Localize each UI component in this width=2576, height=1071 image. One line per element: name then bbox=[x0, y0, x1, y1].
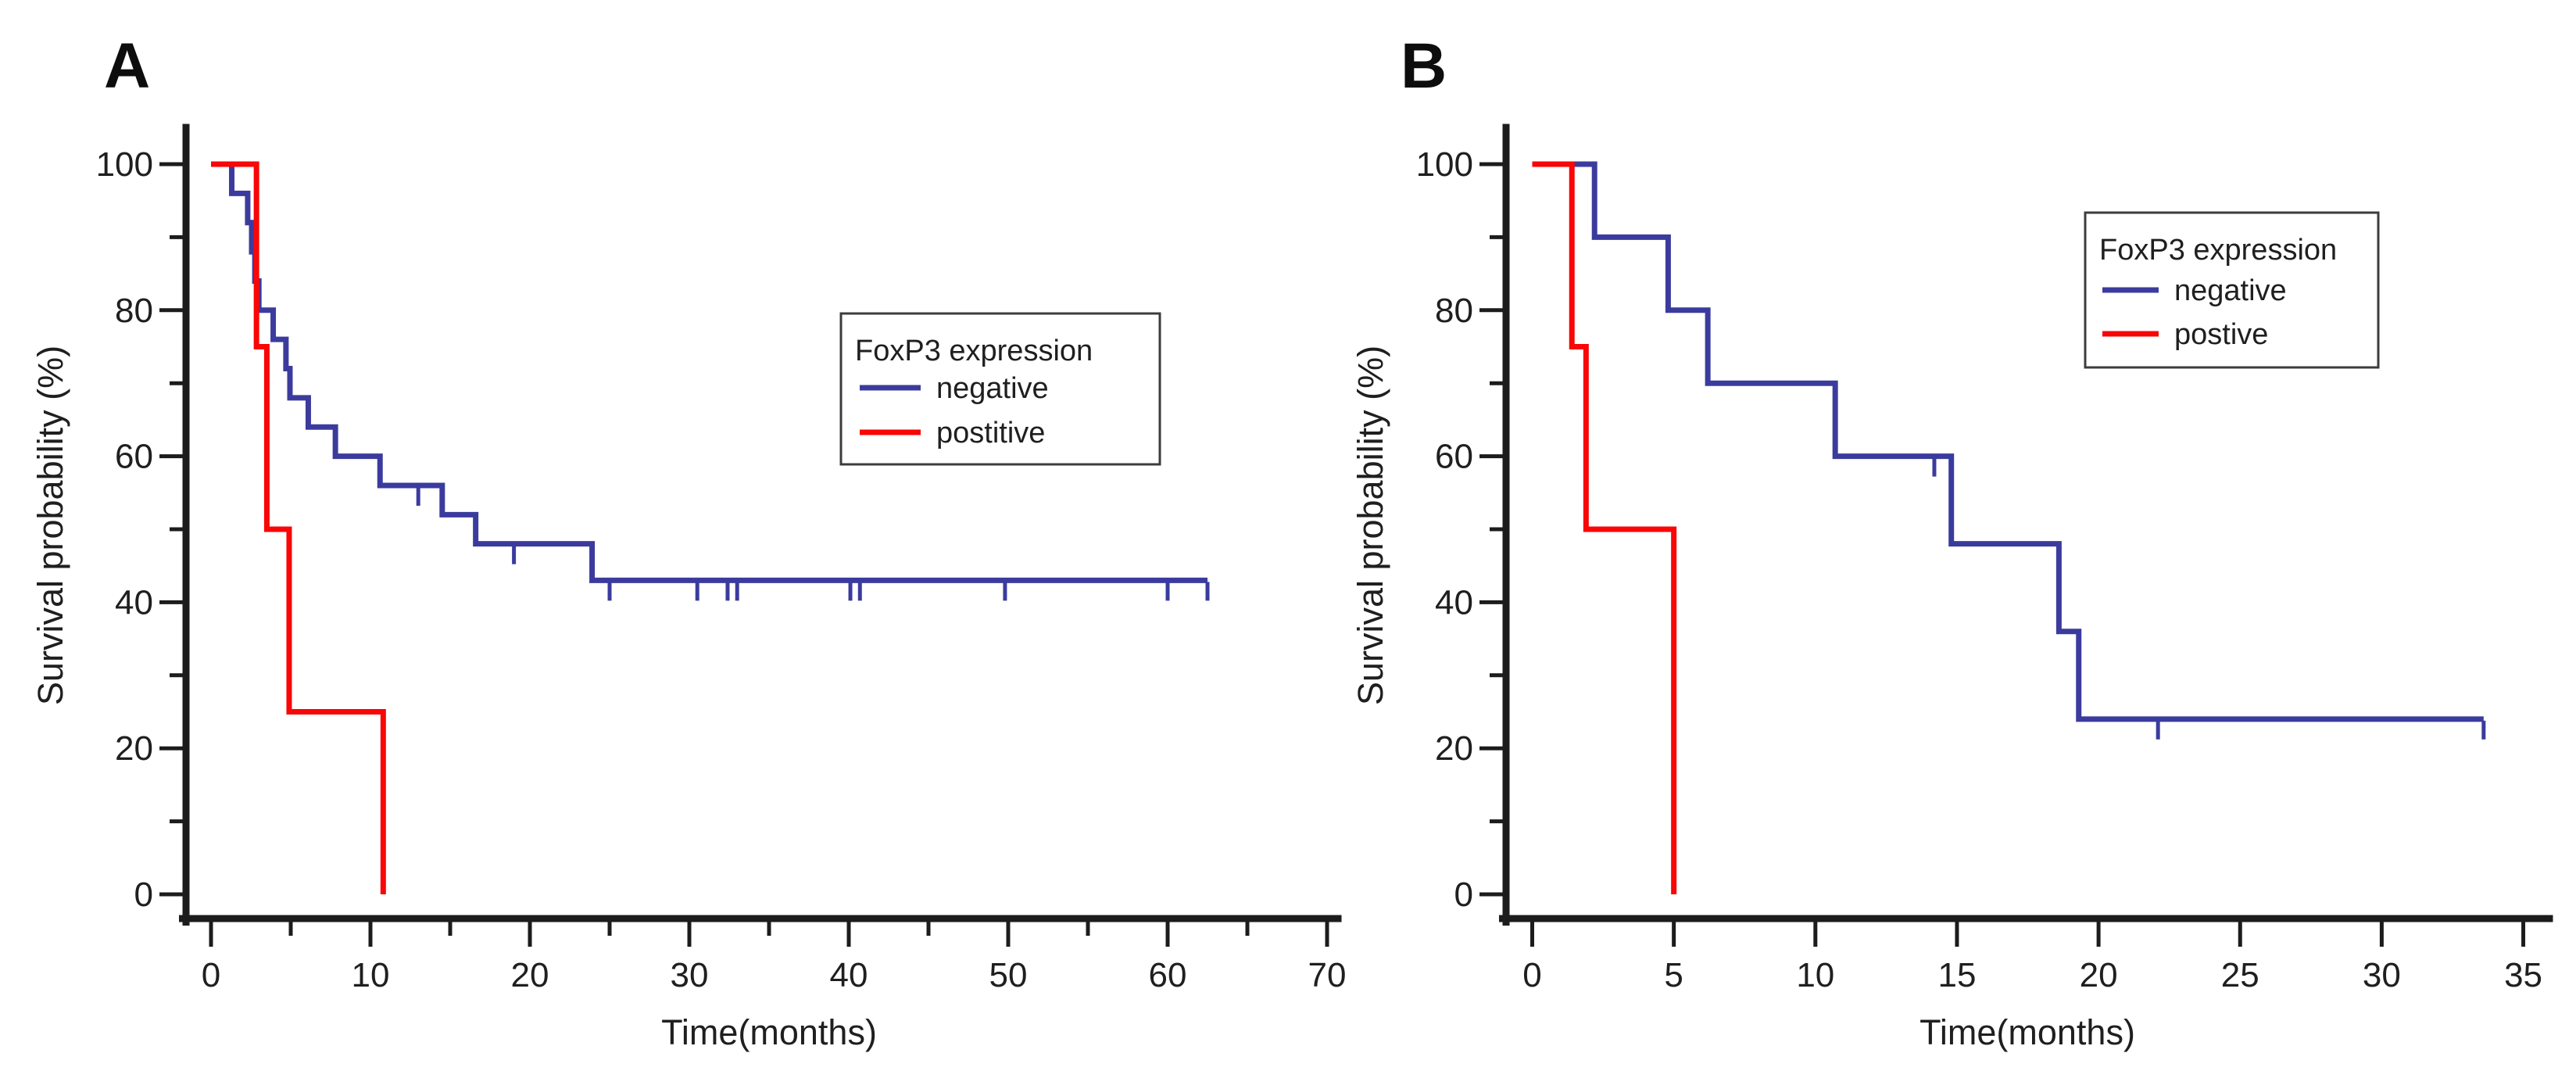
panel-a-label: A bbox=[104, 30, 150, 102]
x-tick-label: 35 bbox=[2504, 956, 2542, 994]
km-curve-postitive bbox=[211, 161, 386, 894]
y-tick-label: 20 bbox=[115, 729, 153, 768]
x-tick-label: 20 bbox=[511, 956, 549, 994]
panel-a-legend-positive-label: postitive bbox=[936, 417, 1045, 450]
x-tick-label: 0 bbox=[1522, 956, 1541, 994]
y-tick-label: 100 bbox=[1416, 145, 1473, 184]
y-tick-label: 80 bbox=[1435, 292, 1473, 330]
km-curve-negative bbox=[211, 161, 1208, 583]
x-tick-label: 10 bbox=[352, 956, 390, 994]
y-tick-label: 40 bbox=[115, 583, 153, 621]
x-tick-label: 70 bbox=[1308, 956, 1347, 994]
x-tick-label: 20 bbox=[2080, 956, 2118, 994]
panel-b-legend-positive-label: postive bbox=[2174, 318, 2268, 351]
x-tick-label: 5 bbox=[1664, 956, 1683, 994]
x-tick-label: 25 bbox=[2221, 956, 2259, 994]
x-tick-label: 60 bbox=[1149, 956, 1187, 994]
x-tick-label: 30 bbox=[671, 956, 709, 994]
panel-b-tick-labels: 0 20 40 60 80 100 0 5 10 15 20 25 30 35 bbox=[1416, 145, 2542, 994]
panel-a-curves bbox=[211, 161, 1210, 894]
panel-a-legend-title: FoxP3 expression bbox=[855, 335, 1093, 367]
y-tick-label: 60 bbox=[115, 438, 153, 476]
x-tick-label: 50 bbox=[989, 956, 1028, 994]
x-tick-label: 40 bbox=[830, 956, 868, 994]
panel-b-axes bbox=[1499, 124, 2553, 926]
km-curve-negative bbox=[1532, 161, 2484, 722]
y-tick-label: 40 bbox=[1435, 583, 1473, 621]
panel-b-legend-title: FoxP3 expression bbox=[2099, 234, 2337, 267]
y-tick-label: 20 bbox=[1435, 729, 1473, 768]
y-tick-label: 0 bbox=[1454, 876, 1473, 914]
y-tick-label: 100 bbox=[96, 145, 153, 184]
panel-a-x-axis-title: Time(months) bbox=[661, 1012, 877, 1052]
figure-panel-a: A 0 20 40 60 80 100 0 10 20 30 40 50 60 70 Time(month… bbox=[30, 30, 1346, 1052]
panel-b-x-axis-title: Time(months) bbox=[1919, 1012, 2135, 1052]
x-tick-label: 15 bbox=[1937, 956, 1976, 994]
x-tick-label: 0 bbox=[202, 956, 220, 994]
panel-a-legend-negative-label: negative bbox=[936, 372, 1049, 405]
x-tick-label: 30 bbox=[2363, 956, 2401, 994]
panel-b-legend: FoxP3 expression negative postive bbox=[2084, 211, 2380, 369]
y-tick-label: 60 bbox=[1435, 438, 1473, 476]
panel-a-axes bbox=[179, 124, 1342, 926]
panel-a-legend: FoxP3 expression negative postitive bbox=[839, 312, 1161, 466]
panel-a-ticks bbox=[159, 162, 1329, 947]
panel-b-legend-negative-label: negative bbox=[2174, 274, 2287, 307]
panel-b-curves bbox=[1532, 161, 2486, 894]
panel-a-tick-labels: 0 20 40 60 80 100 0 10 20 30 40 50 60 70 bbox=[96, 145, 1347, 994]
panel-b-label: B bbox=[1401, 30, 1447, 102]
y-tick-label: 0 bbox=[134, 876, 153, 914]
x-tick-label: 10 bbox=[1796, 956, 1834, 994]
km-curve-postive bbox=[1532, 161, 1677, 894]
y-tick-label: 80 bbox=[115, 292, 153, 330]
panel-a-y-axis-title: Survival probability (%) bbox=[30, 346, 70, 705]
panel-b-ticks bbox=[1479, 162, 2526, 947]
figure-panel-b: B 0 20 40 60 80 100 0 5 10 15 20 25 30 35 Time(months… bbox=[1351, 30, 2553, 1052]
panel-b-y-axis-title: Survival probability (%) bbox=[1351, 346, 1390, 705]
